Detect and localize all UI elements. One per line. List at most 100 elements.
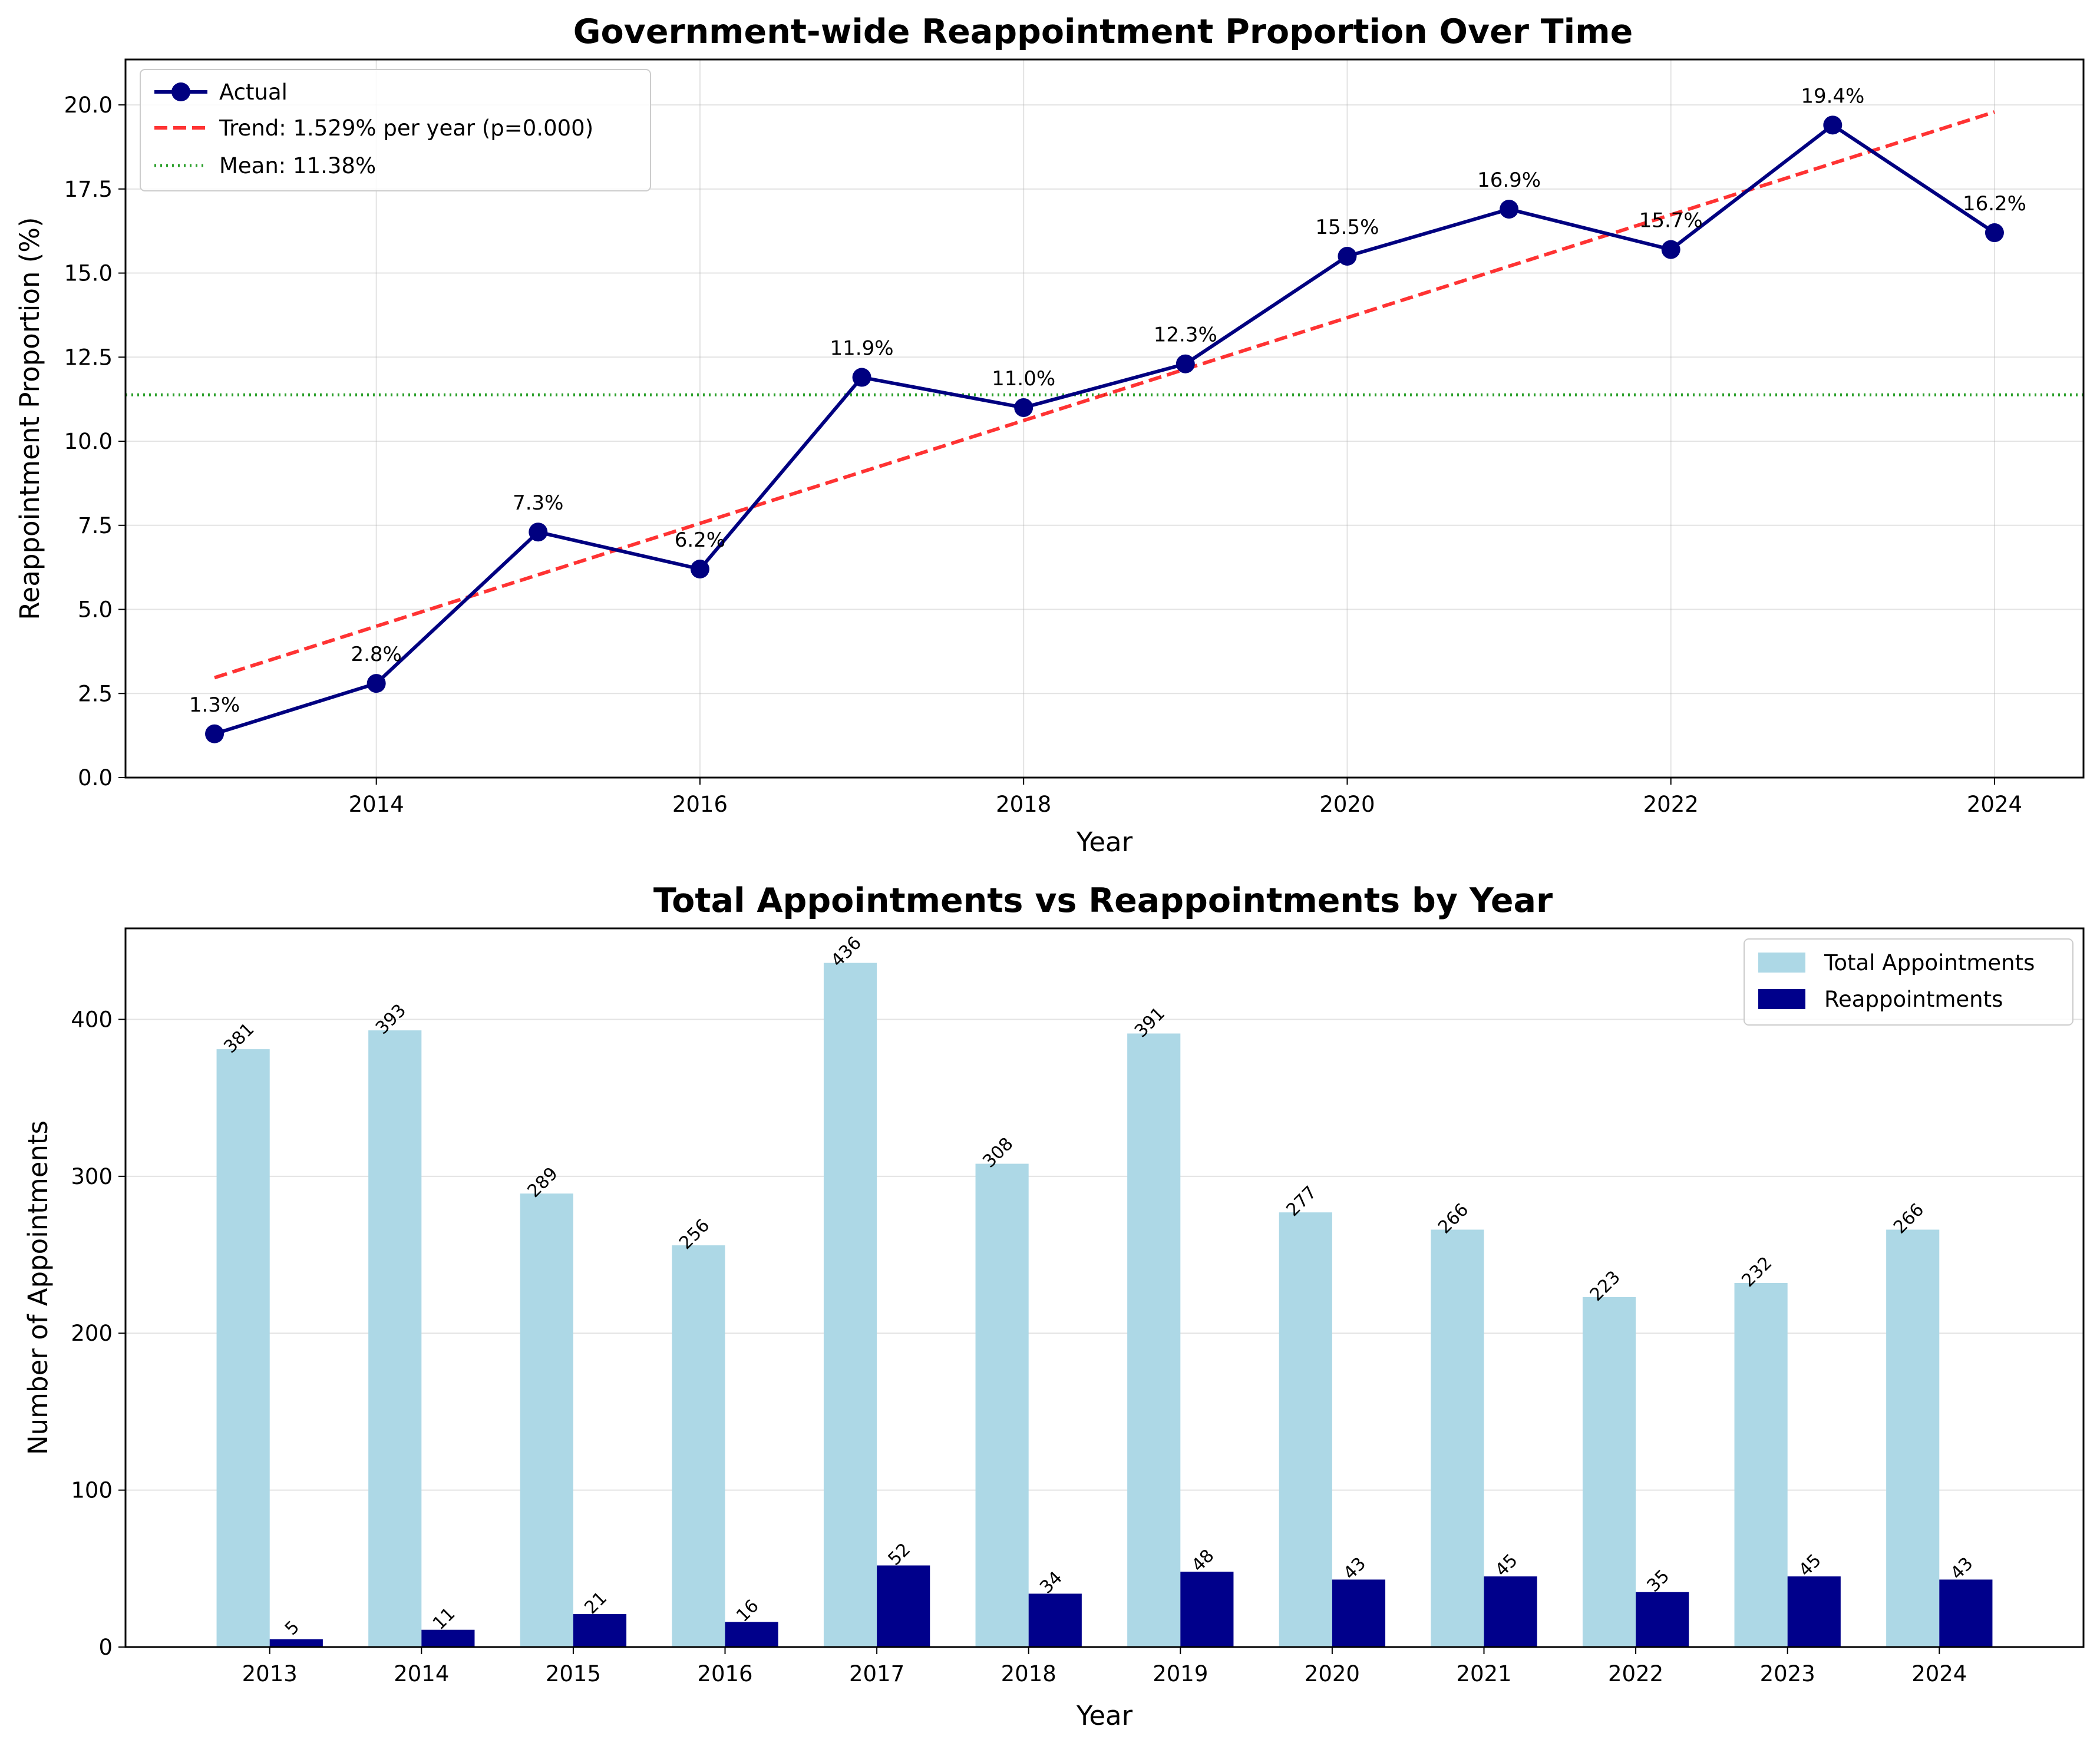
actual-point-label: 19.4%: [1801, 84, 1864, 108]
reappointments-bar-label: 5: [281, 1617, 303, 1639]
line-chart-legend: Actual Trend: 1.529% per year (p=0.000) …: [140, 69, 651, 191]
line-chart-y-tick-label: 15.0: [64, 261, 113, 286]
line-chart-y-tick-label: 17.5: [64, 177, 113, 202]
legend-actual-label: Actual: [219, 80, 288, 105]
bar-chart-y-axis-label: Number of Appointments: [22, 1120, 54, 1455]
legend-mean-label: Mean: 11.38%: [219, 153, 376, 178]
bar-chart-x-tick-label: 2024: [1911, 1661, 1967, 1687]
actual-point-label: 1.3%: [189, 693, 240, 717]
actual-point-label: 15.7%: [1639, 209, 1703, 233]
total-appointments-bar: [823, 963, 877, 1647]
line-chart-x-tick-label: 2020: [1319, 792, 1375, 817]
bar-chart-x-tick-label: 2017: [849, 1661, 904, 1687]
reappointments-bar-label: 43: [1339, 1553, 1370, 1584]
line-chart-y-axis-label: Reappointment Proportion (%): [14, 217, 45, 620]
bar-chart-x-tick-label: 2019: [1153, 1661, 1208, 1687]
actual-point: [1823, 115, 1843, 135]
reappointments-bar: [1636, 1592, 1689, 1647]
actual-point: [529, 523, 548, 542]
reappointments-bar: [1180, 1572, 1234, 1647]
bar-chart-x-tick-label: 2022: [1608, 1661, 1663, 1687]
actual-point-label: 7.3%: [513, 491, 563, 515]
reappointments-bar-label: 45: [1795, 1550, 1825, 1581]
actual-line: [214, 123, 1996, 736]
total-appointments-bar: [1734, 1283, 1788, 1647]
bar-chart-y-tick-label: 100: [71, 1478, 113, 1503]
line-chart-x-tick-label: 2018: [996, 792, 1051, 817]
line-chart-y-tick-label: 0.0: [78, 765, 113, 791]
line-chart-y-tick-label: 7.5: [78, 513, 113, 538]
bar-chart-y-ticks: 0 100 200 300 400: [71, 1007, 126, 1660]
line-chart-plot-frame: [124, 58, 2085, 779]
bar-chart-y-tick-label: 300: [71, 1164, 113, 1189]
reappointments-bar: [1484, 1576, 1537, 1647]
actual-point: [1176, 354, 1195, 373]
actual-point: [852, 368, 871, 387]
line-chart-actual-layer: [205, 115, 2004, 743]
total-appointments-bar: [368, 1030, 422, 1647]
reappointments-bar: [1332, 1579, 1386, 1647]
total-appointments-bar: [520, 1193, 573, 1647]
bar-chart: Total Appointments vs Reappointments by …: [22, 881, 2085, 1731]
total-appointments-bar: [1582, 1297, 1636, 1647]
bar-chart-legend: Total Appointments Reappointments: [1744, 938, 2073, 1026]
bar-chart-y-tick-label: 400: [71, 1007, 113, 1032]
line-chart-x-tick-label: 2016: [672, 792, 728, 817]
total-appointments-bar: [1431, 1229, 1484, 1647]
bar-chart-bars: [216, 963, 1993, 1647]
line-chart-y-tick-label: 2.5: [78, 681, 113, 706]
line-chart-x-tick-label: 2024: [1967, 792, 2022, 817]
bar-chart-y-tick-label: 0: [98, 1635, 113, 1660]
actual-point: [1500, 200, 1519, 219]
line-chart-title: Government-wide Reappointment Proportion…: [573, 12, 1633, 51]
bar-chart-x-tick-label: 2018: [1001, 1661, 1056, 1687]
total-appointments-bar: [1886, 1229, 1940, 1647]
total-appointments-bar: [975, 1163, 1029, 1647]
total-appointments-bar: [216, 1049, 270, 1647]
actual-point: [1985, 223, 2004, 243]
legend-actual-swatch-marker: [171, 82, 190, 101]
reappointments-bar: [725, 1622, 778, 1647]
total-appointments-bar: [1279, 1212, 1332, 1647]
line-chart-y-ticks: 0.0 2.5 5.0 7.5 10.0 12.5 15.0 17.5 20.0: [64, 92, 126, 791]
line-chart-x-axis-label: Year: [1076, 826, 1133, 858]
reappointments-bar: [269, 1639, 323, 1647]
reappointments-bar: [421, 1629, 475, 1647]
actual-point: [1014, 398, 1034, 417]
total-appointments-bar: [1127, 1033, 1181, 1647]
total-appointments-bar: [672, 1245, 725, 1647]
bar-chart-x-tick-label: 2021: [1456, 1661, 1511, 1687]
reappointments-bar-label: 11: [429, 1603, 460, 1634]
actual-point: [1338, 247, 1357, 266]
bar-chart-x-ticks: 2013 2014 2015 2016 2017 2018 2019 2020 2021 2022…: [242, 1647, 1967, 1687]
line-chart-y-tick-label: 10.0: [64, 429, 113, 454]
actual-point-label: 16.9%: [1477, 168, 1541, 192]
bar-chart-title: Total Appointments vs Reappointments by …: [653, 881, 1553, 920]
actual-point: [366, 674, 386, 693]
bar-chart-y-tick-label: 200: [71, 1321, 113, 1346]
bar-chart-x-tick-label: 2013: [242, 1661, 298, 1687]
line-chart-y-tick-label: 20.0: [64, 92, 113, 118]
reappointments-bar: [877, 1565, 930, 1647]
trend-line: [214, 110, 1995, 680]
line-chart-x-ticks: 2014 2016 2018 2020 2022 2024: [349, 778, 2022, 817]
legend-total-label: Total Appointments: [1824, 950, 2035, 975]
bar-chart-plot-frame: [124, 927, 2085, 1648]
actual-point: [205, 724, 224, 743]
line-chart-trend-layer: [214, 110, 1995, 680]
reappointments-bar-label: 34: [1036, 1568, 1066, 1598]
bar-chart-x-tick-label: 2014: [394, 1661, 449, 1687]
line-chart-x-tick-label: 2022: [1643, 792, 1699, 817]
reappointments-bar-label: 48: [1188, 1546, 1219, 1576]
line-chart-y-tick-label: 5.0: [78, 597, 113, 623]
actual-point-label: 11.0%: [992, 367, 1055, 391]
actual-point-label: 2.8%: [351, 643, 401, 666]
bar-chart-data-labels: 3815393112892125616436523083439148277432…: [220, 932, 1977, 1639]
legend-total-swatch: [1758, 953, 1805, 973]
reappointments-bar: [1787, 1576, 1841, 1647]
line-chart-data-labels: 1.3% 2.8% 7.3% 6.2% 11.9% 11.0% 12.3% 15.5% 16.9…: [189, 84, 2026, 716]
line-chart: Government-wide Reappointment Proportion…: [14, 12, 2085, 858]
bar-chart-x-tick-label: 2020: [1305, 1661, 1360, 1687]
reappointments-bar: [573, 1614, 627, 1647]
